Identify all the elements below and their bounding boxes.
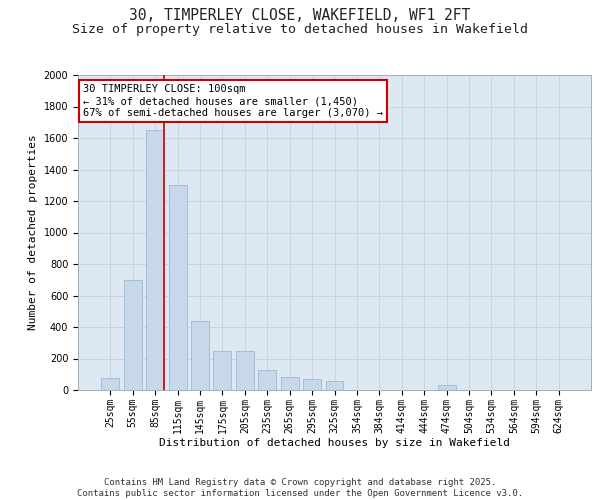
Bar (124, 280, 142, 390)
Bar (214, 350, 232, 390)
Text: 30 TIMPERLEY CLOSE: 100sqm
← 31% of detached houses are smaller (1,450)
67% of s: 30 TIMPERLEY CLOSE: 100sqm ← 31% of deta… (83, 84, 383, 117)
Bar (101, 378, 119, 390)
Bar (326, 382, 343, 390)
Text: 30, TIMPERLEY CLOSE, WAKEFIELD, WF1 2FT: 30, TIMPERLEY CLOSE, WAKEFIELD, WF1 2FT (130, 8, 470, 22)
Bar (303, 379, 321, 390)
X-axis label: Distribution of detached houses by size in Wakefield: Distribution of detached houses by size … (159, 438, 510, 448)
Bar (169, 185, 187, 390)
Bar (146, 130, 164, 390)
Text: Size of property relative to detached houses in Wakefield: Size of property relative to detached ho… (72, 22, 528, 36)
Y-axis label: Number of detached properties: Number of detached properties (28, 134, 38, 330)
Bar (281, 378, 299, 390)
Bar (236, 350, 254, 390)
Bar (258, 370, 276, 390)
Text: Contains HM Land Registry data © Crown copyright and database right 2025.
Contai: Contains HM Land Registry data © Crown c… (77, 478, 523, 498)
Bar (191, 320, 209, 390)
Bar (437, 386, 455, 390)
